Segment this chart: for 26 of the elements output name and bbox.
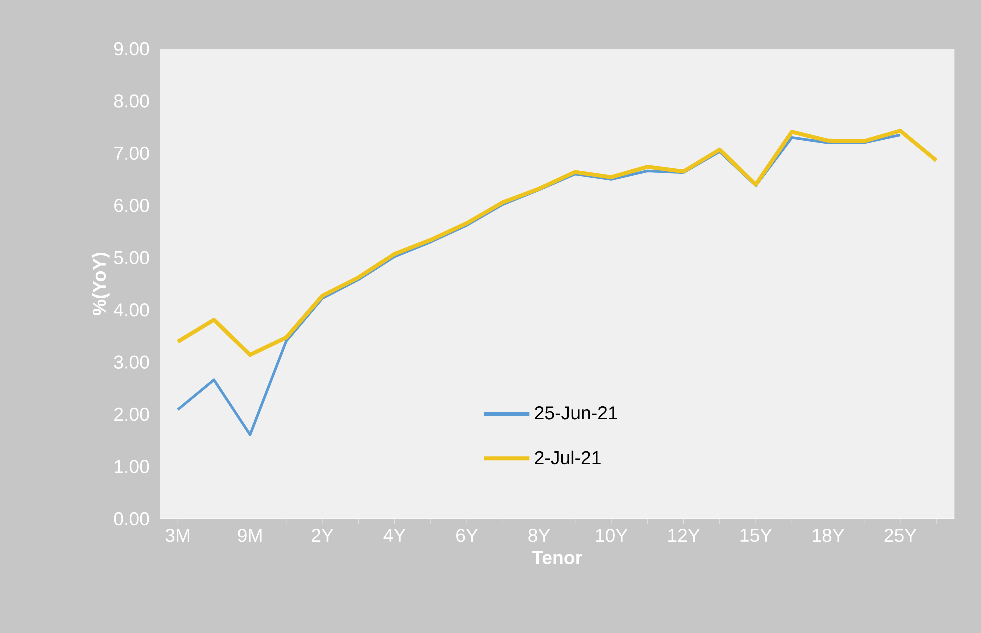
x-tick-label: 15Y [740, 529, 772, 542]
x-tick-label: 4Y [384, 529, 406, 542]
y-tick-label: 8.00 [114, 94, 150, 108]
y-tick-label: 6.00 [114, 199, 150, 212]
x-tick-label: 12Y [668, 529, 700, 542]
legend-label: 2-Jul-21 [535, 450, 601, 465]
y-tick-label: 0.00 [114, 512, 150, 526]
y-tick-label: 5.00 [114, 251, 150, 265]
x-tick-label: 6Y [456, 529, 478, 542]
legend-label: 25-Jun-21 [535, 406, 618, 420]
y-tick-label: 2.00 [114, 408, 150, 422]
x-tick-label: 3M [166, 529, 190, 542]
line-series [176, 128, 939, 358]
x-axis-title: Tenor [532, 551, 582, 564]
y-axis-title: %(YoY) [92, 252, 110, 316]
x-tick-label: 8Y [528, 529, 550, 542]
y-tick-label: 4.00 [114, 303, 150, 317]
y-tick-label: 1.00 [115, 460, 150, 474]
x-tick-label: 2Y [312, 529, 334, 542]
x-tick-label: 25Y [884, 529, 917, 542]
x-tick-label: 9M [238, 529, 262, 542]
y-tick-label: 9.00 [114, 42, 150, 56]
y-tick-label: 3.00 [114, 356, 150, 369]
x-tick-label: 10Y [596, 529, 628, 542]
x-tick-label: 18Y [813, 529, 844, 542]
y-tick-label: 7.00 [114, 146, 150, 160]
